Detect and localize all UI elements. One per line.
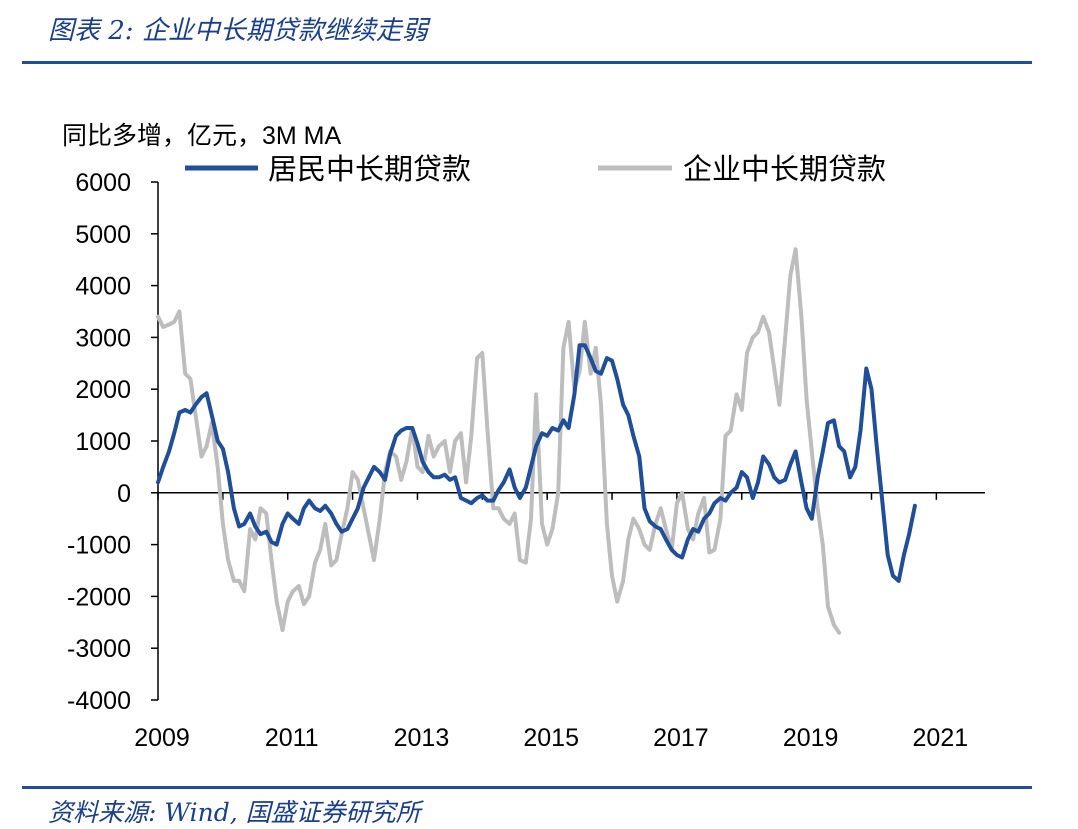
figure-title: 图表 2: 企业中长期贷款继续走弱 xyxy=(48,16,428,46)
y-tick-label: 4000 xyxy=(75,273,131,301)
series-line-corporate xyxy=(156,247,842,635)
y-tick-label: 3000 xyxy=(75,324,131,352)
y-tick-label: 0 xyxy=(117,480,131,508)
source-note: 资料来源: Wind, 国盛证券研究所 xyxy=(48,798,421,827)
legend-household-label: 居民中长期贷款 xyxy=(268,153,471,186)
x-tick-label: 2019 xyxy=(783,724,839,752)
legend-corporate-label: 企业中长期贷款 xyxy=(683,153,886,186)
top-rule xyxy=(22,61,1032,64)
y-tick-label: -4000 xyxy=(67,687,131,715)
y-tick-label: -1000 xyxy=(67,532,131,560)
y-tick-label: 6000 xyxy=(75,169,131,197)
x-tick-label: 2021 xyxy=(913,724,969,752)
y-axis-unit-label: 同比多增，亿元，3M MA xyxy=(62,122,342,150)
x-tick-label: 2015 xyxy=(523,724,579,752)
x-tick-label: 2011 xyxy=(265,724,319,752)
y-tick-label: 5000 xyxy=(75,221,131,249)
y-tick-label: -3000 xyxy=(67,635,131,663)
x-tick-label: 2017 xyxy=(653,724,709,752)
series-line-household xyxy=(156,343,917,583)
y-tick-label: -2000 xyxy=(67,583,131,611)
bottom-rule xyxy=(22,786,1032,789)
y-tick-label: 1000 xyxy=(75,428,131,456)
x-tick-label: 2009 xyxy=(134,724,190,752)
y-tick-label: 2000 xyxy=(75,376,131,404)
x-tick-label: 2013 xyxy=(394,724,450,752)
